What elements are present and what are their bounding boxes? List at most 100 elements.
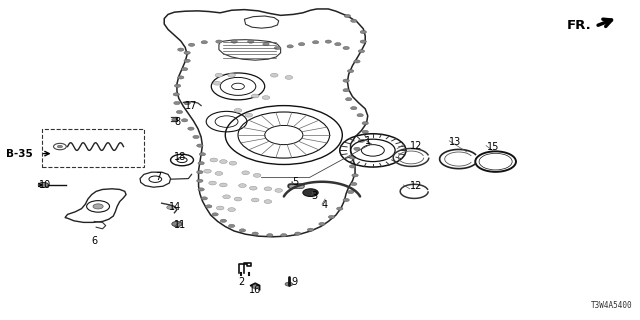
Circle shape xyxy=(216,206,224,210)
Circle shape xyxy=(229,161,237,165)
Circle shape xyxy=(351,182,357,186)
Circle shape xyxy=(360,40,367,43)
Circle shape xyxy=(196,179,203,182)
Text: 14: 14 xyxy=(170,202,182,212)
Circle shape xyxy=(351,107,357,110)
Circle shape xyxy=(181,68,188,71)
Circle shape xyxy=(275,46,280,50)
Circle shape xyxy=(223,195,230,199)
Circle shape xyxy=(252,232,259,235)
Circle shape xyxy=(210,158,218,162)
Text: 10: 10 xyxy=(39,180,51,190)
Circle shape xyxy=(220,219,227,222)
Circle shape xyxy=(193,135,199,139)
Circle shape xyxy=(263,43,269,46)
Text: T3W4A5400: T3W4A5400 xyxy=(591,301,632,310)
Circle shape xyxy=(58,145,63,148)
Circle shape xyxy=(213,81,221,85)
Circle shape xyxy=(319,222,325,226)
Circle shape xyxy=(343,198,349,202)
Circle shape xyxy=(184,59,190,62)
Circle shape xyxy=(205,205,212,208)
Circle shape xyxy=(177,76,184,79)
Circle shape xyxy=(328,215,335,219)
Circle shape xyxy=(174,101,180,105)
Circle shape xyxy=(204,169,211,173)
Circle shape xyxy=(298,43,305,46)
Circle shape xyxy=(188,43,195,46)
Text: 5: 5 xyxy=(292,177,298,188)
Text: 15: 15 xyxy=(487,142,500,152)
Circle shape xyxy=(216,40,222,43)
Circle shape xyxy=(325,40,332,43)
Circle shape xyxy=(173,93,179,96)
Circle shape xyxy=(360,30,367,34)
Circle shape xyxy=(234,197,242,201)
Circle shape xyxy=(176,110,182,114)
Circle shape xyxy=(343,46,349,50)
Circle shape xyxy=(357,114,364,117)
Circle shape xyxy=(349,156,356,159)
Circle shape xyxy=(228,73,236,77)
Circle shape xyxy=(188,127,194,130)
Circle shape xyxy=(250,186,257,190)
Circle shape xyxy=(196,171,203,174)
Text: 11: 11 xyxy=(174,220,187,230)
Circle shape xyxy=(196,144,203,147)
Circle shape xyxy=(354,60,360,63)
Circle shape xyxy=(312,41,319,44)
Circle shape xyxy=(209,181,216,185)
Circle shape xyxy=(212,213,218,216)
Circle shape xyxy=(358,50,365,53)
Circle shape xyxy=(348,69,354,73)
Circle shape xyxy=(271,73,278,77)
Circle shape xyxy=(307,228,314,231)
Text: 7: 7 xyxy=(156,172,161,182)
Circle shape xyxy=(234,108,242,112)
Circle shape xyxy=(264,200,272,204)
Circle shape xyxy=(275,188,282,192)
Text: 17: 17 xyxy=(185,101,198,111)
Circle shape xyxy=(280,234,287,237)
Circle shape xyxy=(242,171,250,175)
Circle shape xyxy=(198,188,204,191)
Circle shape xyxy=(228,208,236,212)
Text: 3: 3 xyxy=(312,191,318,201)
Circle shape xyxy=(343,89,349,92)
Circle shape xyxy=(349,165,356,168)
Text: 12: 12 xyxy=(410,180,422,191)
Circle shape xyxy=(38,182,49,188)
Circle shape xyxy=(351,19,357,22)
Circle shape xyxy=(252,94,259,98)
Circle shape xyxy=(285,76,292,79)
Circle shape xyxy=(252,198,259,202)
Circle shape xyxy=(358,139,365,142)
Circle shape xyxy=(285,282,292,286)
Circle shape xyxy=(198,162,204,165)
Circle shape xyxy=(181,119,188,122)
Circle shape xyxy=(344,14,351,18)
Circle shape xyxy=(172,221,182,227)
Circle shape xyxy=(215,73,223,77)
Text: 16: 16 xyxy=(249,285,261,295)
Circle shape xyxy=(354,147,360,150)
Circle shape xyxy=(253,173,261,177)
Circle shape xyxy=(177,48,184,51)
Text: 18: 18 xyxy=(174,152,187,162)
Circle shape xyxy=(287,45,293,48)
Circle shape xyxy=(352,174,358,177)
Circle shape xyxy=(348,190,354,194)
Text: 12: 12 xyxy=(410,140,422,151)
Circle shape xyxy=(228,224,235,228)
Circle shape xyxy=(184,51,190,54)
Circle shape xyxy=(262,96,270,100)
Text: B-35: B-35 xyxy=(6,148,33,159)
Circle shape xyxy=(167,205,174,209)
Circle shape xyxy=(346,98,352,101)
Circle shape xyxy=(239,184,246,188)
Circle shape xyxy=(174,84,180,87)
Circle shape xyxy=(220,183,227,187)
Text: 4: 4 xyxy=(322,200,328,210)
Circle shape xyxy=(239,229,246,232)
Circle shape xyxy=(343,79,349,82)
